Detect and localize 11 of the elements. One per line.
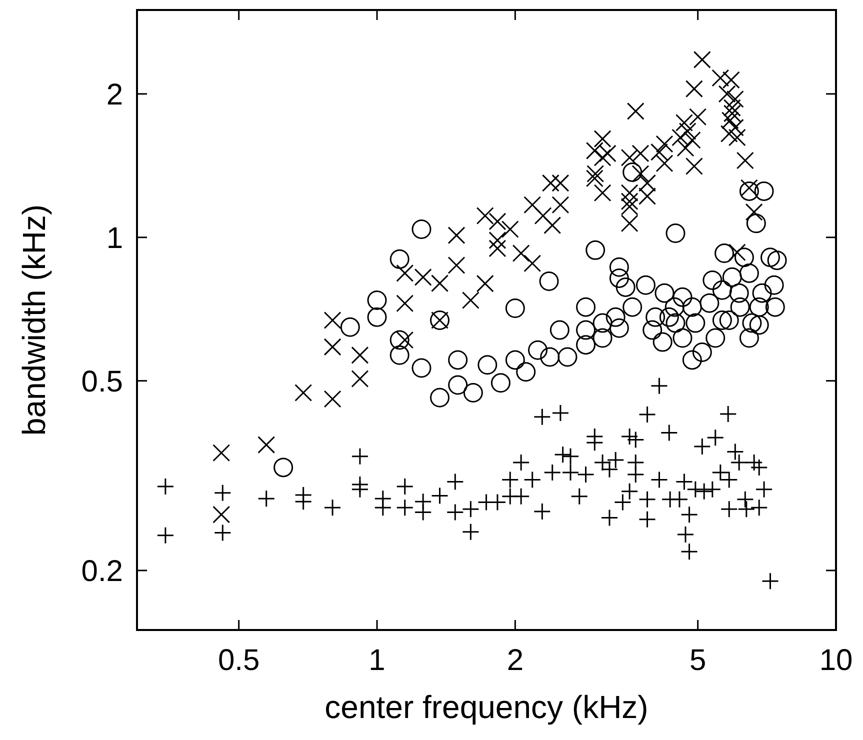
y-tick-label: 0.5 xyxy=(81,365,123,398)
x-axis-title: center frequency (kHz) xyxy=(324,689,648,725)
y-tick-label: 1 xyxy=(106,222,123,255)
y-tick-label: 2 xyxy=(106,78,123,112)
y-axis-title: bandwidth (kHz) xyxy=(16,204,52,436)
x-tick-label: 2 xyxy=(506,644,524,677)
x-tick-label: 0.5 xyxy=(218,644,260,677)
y-tick-label: 0.2 xyxy=(81,554,123,588)
x-tick-label: 1 xyxy=(368,644,386,677)
x-tick-label: 5 xyxy=(689,644,706,677)
x-tick-label: 10 xyxy=(819,644,853,677)
